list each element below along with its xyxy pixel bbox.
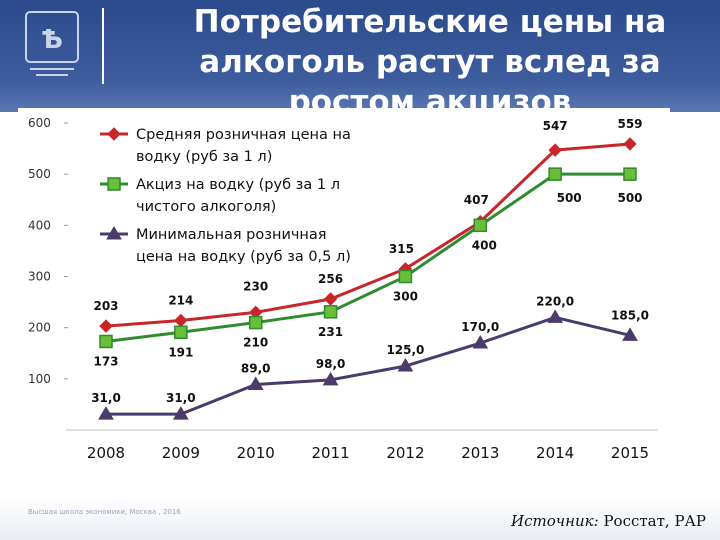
series-line (105, 172, 630, 343)
series-line (105, 142, 631, 328)
data-point (247, 376, 264, 390)
legend-marker (107, 127, 121, 141)
legend-marker (107, 177, 121, 191)
data-point (623, 137, 637, 151)
svg-text:Ѣ: Ѣ (41, 25, 63, 55)
data-label: 256 (318, 272, 343, 286)
slide-footer (0, 498, 720, 540)
legend-marker (106, 226, 122, 240)
data-point (172, 406, 189, 420)
data-label: 173 (93, 354, 118, 368)
data-label: 559 (617, 117, 642, 131)
logo-divider (102, 8, 104, 84)
line-chart: 100 200 300 400 500 600 2008 2009 2010 2011 2012 20… (28, 116, 658, 462)
y-tick-label: 400 (28, 218, 51, 232)
data-label: 500 (557, 191, 582, 205)
x-tick-label: 2013 (461, 444, 499, 462)
data-point (548, 167, 562, 181)
x-tick-label: 2010 (237, 444, 275, 462)
data-point (248, 315, 263, 330)
chart-frame: 100 200 300 400 500 600 2008 2009 2010 2011 2012 20… (18, 108, 670, 470)
data-label: 230 (243, 279, 268, 293)
data-label: 315 (389, 242, 414, 256)
data-point (472, 335, 489, 349)
x-tick-label: 2009 (162, 444, 200, 462)
data-point (99, 334, 113, 349)
data-label: 547 (543, 119, 568, 133)
data-label: 220,0 (536, 294, 574, 308)
data-label: 203 (93, 299, 118, 313)
data-label: 210 (243, 336, 268, 350)
data-point (322, 371, 339, 386)
data-label: 191 (168, 345, 193, 359)
data-label: 98,0 (316, 357, 346, 371)
data-label: 31,0 (166, 391, 196, 405)
data-point (323, 305, 338, 319)
footer-text: Высшая школа экономики, Москва , 2016 (28, 508, 181, 516)
x-tick-label: 2015 (611, 444, 649, 462)
data-point (98, 406, 114, 420)
legend-label: Минимальная розничная (136, 227, 327, 243)
data-label: 170,0 (461, 320, 499, 334)
data-label: 125,0 (386, 343, 424, 357)
title-line-2: алкоголь растут вслед за (199, 44, 661, 80)
data-label: 185,0 (611, 308, 649, 322)
y-tick-label: 100 (28, 372, 51, 386)
data-point (623, 167, 637, 181)
y-tick-label: 600 (28, 116, 51, 130)
data-point (398, 269, 413, 284)
legend-label: цена на водку (руб за 0,5 л) (136, 249, 351, 265)
slide-header: Ѣ Потребительские цены на алкоголь расту… (0, 0, 720, 112)
data-label: 31,0 (91, 391, 121, 405)
data-label: 400 (472, 238, 497, 252)
slide-title: Потребительские цены на алкоголь растут … (150, 2, 710, 112)
source-label: Источник: (511, 512, 599, 530)
y-tick-label: 500 (28, 167, 51, 181)
data-label: 214 (168, 294, 193, 308)
x-tick-label: 2008 (87, 444, 125, 462)
data-point (323, 292, 338, 306)
legend-label: чистого алкоголя) (136, 199, 276, 215)
data-point (547, 309, 564, 323)
x-tick-label: 2012 (386, 444, 424, 462)
x-tick-label: 2014 (536, 444, 574, 462)
data-point (622, 327, 638, 341)
legend-label: Акциз на водку (руб за 1 л (136, 177, 340, 193)
hse-logo-icon: Ѣ (25, 11, 79, 76)
data-point (473, 218, 488, 233)
data-point (548, 143, 562, 157)
y-tick-label: 300 (28, 270, 51, 284)
y-tick-label: 200 (28, 321, 51, 335)
x-tick-label: 2011 (311, 444, 349, 462)
legend-label: водку (руб за 1 л) (136, 149, 272, 165)
series-line (106, 315, 631, 416)
data-label: 300 (393, 290, 418, 304)
data-label: 407 (464, 193, 489, 207)
source-note: Источник: Росстат, РАР (511, 512, 706, 530)
source-text: Росстат, РАР (598, 512, 706, 530)
data-label: 89,0 (241, 361, 271, 375)
data-point (397, 358, 414, 372)
title-line-1: Потребительские цены на (193, 4, 667, 40)
legend-label: Средняя розничная цена на (136, 127, 351, 143)
data-point (174, 325, 188, 340)
title-line-3: ростом акцизов (288, 84, 572, 112)
data-point (99, 319, 113, 333)
data-point (174, 313, 188, 328)
data-label: 231 (318, 325, 343, 339)
data-label: 500 (617, 191, 642, 205)
